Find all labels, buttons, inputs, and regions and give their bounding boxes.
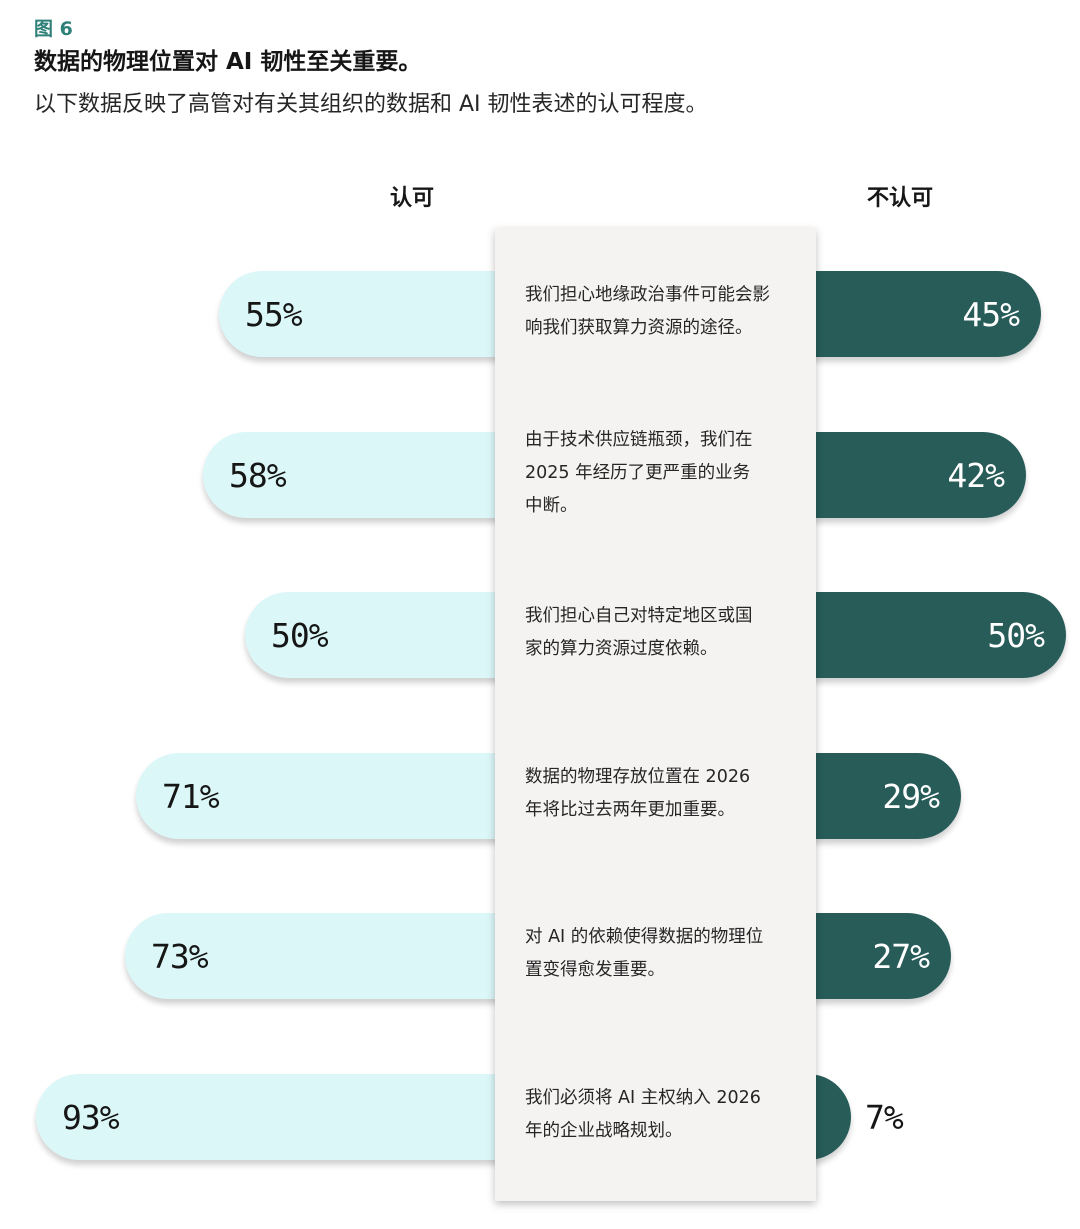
chart-subtitle: 以下数据反映了高管对有关其组织的数据和 AI 韧性表述的认可程度。	[34, 92, 708, 117]
disagree-percent-label: 42%	[947, 455, 1005, 495]
statement-line: 我们担心自己对特定地区或国	[525, 606, 753, 626]
legend-disagree: 不认可	[866, 186, 933, 211]
agree-bar: 93%	[36, 1074, 505, 1160]
legend-agree: 认可	[389, 186, 434, 211]
statement-text: 对 AI 的依赖使得数据的物理位 置变得愈发重要。	[495, 921, 816, 987]
disagree-bar: 45%	[806, 271, 1041, 357]
statement-text: 我们必须将 AI 主权纳入 2026 年的企业战略规划。	[495, 1082, 816, 1148]
statement-text: 由于技术供应链瓶颈，我们在 2025 年经历了更严重的业务 中断。	[495, 424, 816, 523]
disagree-percent-label: 45%	[962, 294, 1020, 334]
statement-line: 年将比过去两年更加重要。	[525, 800, 735, 820]
agree-percent-label: 50%	[271, 615, 329, 655]
statement-line: 数据的物理存放位置在 2026	[525, 767, 751, 787]
statement-text: 我们担心自己对特定地区或国 家的算力资源过度依赖。	[495, 600, 816, 666]
disagree-bar: 29%	[806, 753, 961, 839]
agree-percent-label: 58%	[229, 455, 287, 495]
agree-bar: 50%	[245, 592, 505, 678]
statement-line: 中断。	[525, 495, 578, 516]
disagree-bar: 42%	[806, 432, 1026, 518]
agree-percent-label: 93%	[62, 1097, 120, 1137]
statement-line: 由于技术供应链瓶颈，我们在	[525, 429, 753, 450]
disagree-bar: 27%	[806, 913, 951, 999]
disagree-percent-label: 50%	[987, 615, 1045, 655]
disagree-bar: 50%	[806, 592, 1066, 678]
figure-label: 图 6	[34, 18, 73, 40]
agree-percent-label: 55%	[245, 294, 303, 334]
agree-bar: 71%	[136, 753, 505, 839]
statement-text: 数据的物理存放位置在 2026 年将比过去两年更加重要。	[495, 761, 816, 827]
statement-line: 对 AI 的依赖使得数据的物理位	[525, 927, 764, 947]
disagree-percent-label: 27%	[872, 936, 930, 976]
agree-bar: 58%	[203, 432, 505, 518]
statement-line: 我们担心地缘政治事件可能会影	[525, 285, 770, 305]
statement-panel: 我们担心地缘政治事件可能会影 响我们获取算力资源的途径。 由于技术供应链瓶颈，我们在…	[495, 228, 816, 1201]
statement-line: 置变得愈发重要。	[525, 960, 665, 980]
agree-percent-label: 73%	[151, 936, 209, 976]
agree-bar: 73%	[125, 913, 505, 999]
statement-line: 我们必须将 AI 主权纳入 2026	[525, 1088, 761, 1108]
statement-line: 家的算力资源过度依赖。	[525, 639, 718, 659]
statement-line: 响我们获取算力资源的途径。	[525, 318, 753, 338]
disagree-percent-label: 7%	[865, 1097, 904, 1137]
statement-line: 2025 年经历了更严重的业务	[525, 462, 751, 483]
disagree-percent-label: 29%	[882, 776, 940, 816]
chart-title: 数据的物理位置对 AI 韧性至关重要。	[34, 49, 422, 75]
statement-text: 我们担心地缘政治事件可能会影 响我们获取算力资源的途径。	[495, 279, 816, 345]
agree-percent-label: 71%	[162, 776, 220, 816]
statement-line: 年的企业战略规划。	[525, 1121, 683, 1141]
agree-bar: 55%	[219, 271, 505, 357]
